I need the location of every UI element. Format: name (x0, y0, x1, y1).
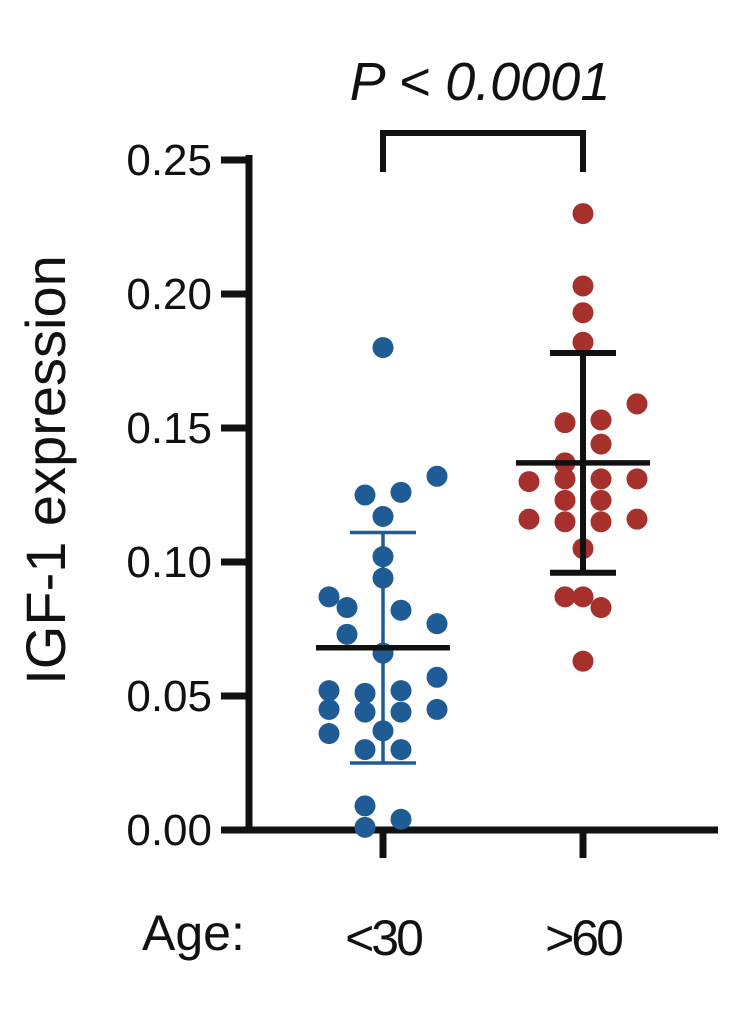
x-tick-label: >60 (545, 910, 622, 966)
y-tick-label: 0.15 (126, 404, 212, 453)
data-points (318, 203, 648, 838)
data-point (372, 505, 394, 527)
data-point (390, 599, 412, 621)
data-point (390, 701, 412, 723)
data-point (518, 508, 540, 530)
data-point (590, 468, 612, 490)
y-tick-label: 0.00 (126, 806, 212, 855)
data-point (626, 393, 648, 415)
data-point (572, 586, 594, 608)
x-tick-label: <30 (345, 910, 422, 966)
data-point (336, 597, 358, 619)
bracket-line (380, 130, 586, 172)
data-point (626, 508, 648, 530)
axes (221, 155, 718, 834)
p-value-annotation: P < 0.0001 (350, 52, 611, 112)
data-point (354, 739, 376, 761)
y-ticks: 0.00 0.05 0.10 0.15 0.20 0.25 (126, 136, 249, 855)
y-tick-label: 0.05 (126, 672, 212, 721)
data-point (318, 680, 340, 702)
data-point (572, 650, 594, 672)
data-point (572, 203, 594, 225)
data-point (336, 623, 358, 645)
data-point (426, 613, 448, 635)
data-point (554, 468, 576, 490)
data-point (390, 739, 412, 761)
data-point (518, 471, 540, 493)
data-point (554, 511, 576, 533)
y-tick-label: 0.25 (126, 136, 212, 185)
data-point (590, 597, 612, 619)
error-bars (316, 349, 650, 765)
significance-bracket (380, 130, 586, 172)
data-point (554, 489, 576, 511)
data-point (354, 701, 376, 723)
data-point (426, 666, 448, 688)
data-point (390, 808, 412, 830)
data-point (390, 680, 412, 702)
y-tick-label: 0.10 (126, 538, 212, 587)
data-point (390, 481, 412, 503)
data-point (426, 698, 448, 720)
data-point (354, 816, 376, 838)
data-point (354, 484, 376, 506)
data-point (572, 331, 594, 353)
data-point (554, 586, 576, 608)
y-tick-label: 0.20 (126, 270, 212, 319)
data-point (590, 489, 612, 511)
data-point (426, 465, 448, 487)
data-point (354, 682, 376, 704)
x-ticks: <30 >60 (345, 830, 625, 966)
y-axis-title: IGF-1 expression (14, 255, 77, 685)
data-point (626, 468, 648, 490)
data-point (318, 723, 340, 745)
x-axis-title: Age: (142, 905, 245, 961)
data-point (590, 409, 612, 431)
data-point (318, 586, 340, 608)
data-point (590, 511, 612, 533)
data-point (572, 275, 594, 297)
data-point (354, 795, 376, 817)
data-point (554, 412, 576, 434)
data-point (318, 698, 340, 720)
data-point (572, 302, 594, 324)
data-point (372, 337, 394, 359)
data-point (590, 433, 612, 455)
